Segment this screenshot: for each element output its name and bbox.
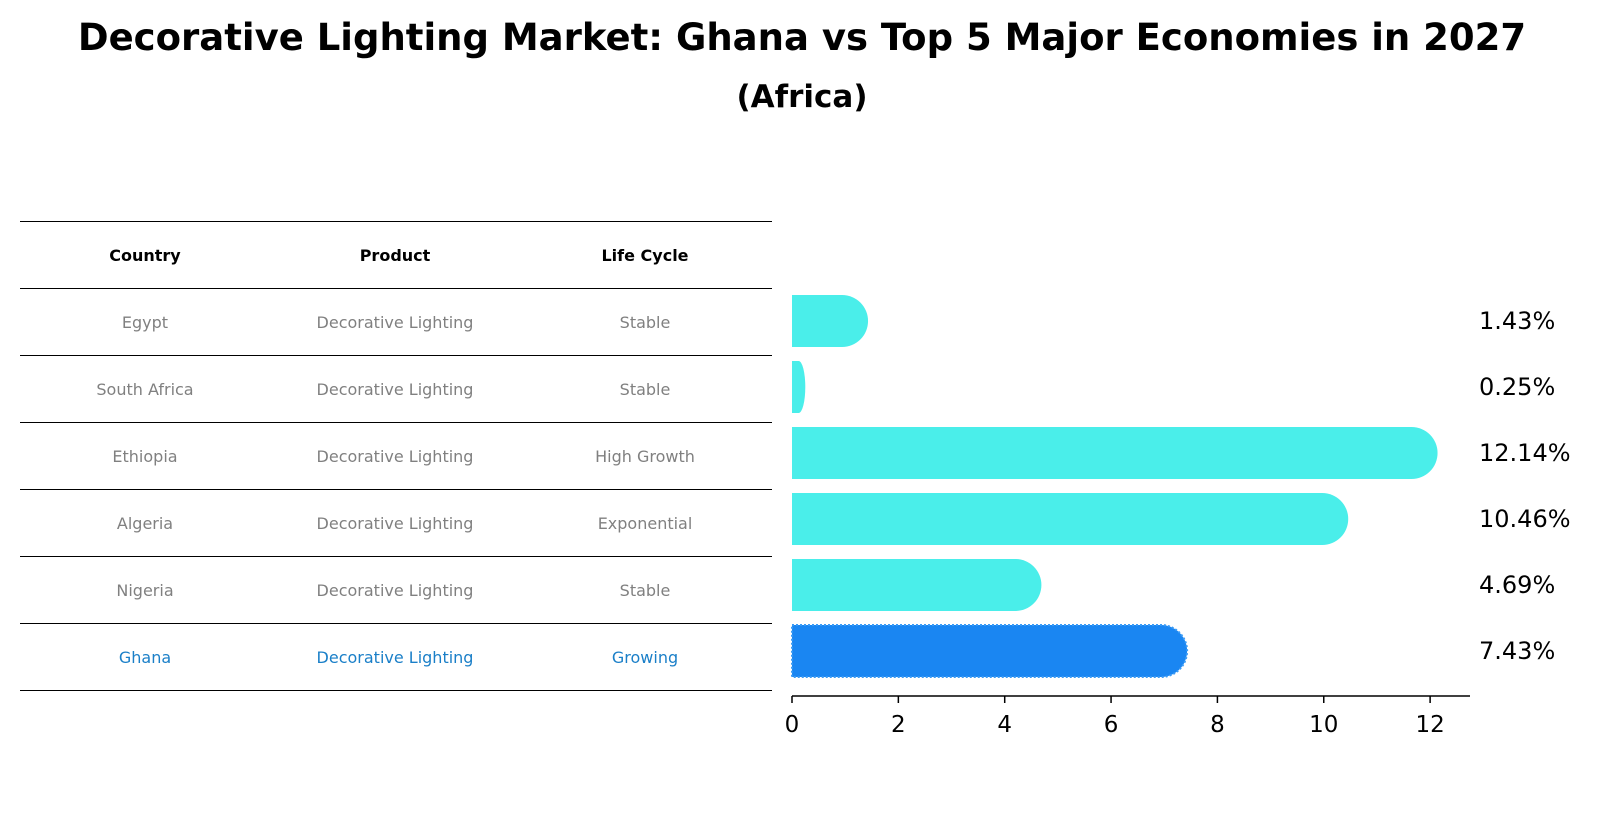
header-country: Country	[109, 245, 181, 265]
value-label: 7.43%	[1479, 637, 1555, 665]
cell-product: Decorative Lighting	[316, 580, 474, 600]
cell-product: Decorative Lighting	[316, 312, 474, 332]
cell-country: Egypt	[121, 312, 169, 332]
market-table: Country Product Life Cycle Egypt Decorat…	[20, 221, 772, 691]
value-label: 4.69%	[1479, 571, 1555, 599]
header-life-cycle: Life Cycle	[601, 245, 689, 265]
table-row: Egypt Decorative Lighting Stable	[20, 289, 772, 356]
bar-ghana	[791, 624, 1189, 678]
table-row: South Africa Decorative Lighting Stable	[20, 356, 772, 423]
bar-ethiopia	[792, 427, 1438, 479]
x-tick-label: 8	[1210, 712, 1225, 738]
value-label: 1.43%	[1479, 307, 1555, 335]
x-tick-label: 10	[1309, 712, 1338, 738]
cell-life-cycle: Stable	[619, 580, 671, 600]
value-label: 12.14%	[1479, 439, 1571, 467]
table-row: Algeria Decorative Lighting Exponential	[20, 490, 772, 557]
cell-product: Decorative Lighting	[316, 446, 474, 466]
x-tick-label: 6	[1104, 712, 1119, 738]
bar-south-africa	[792, 361, 806, 413]
x-tick-label: 2	[891, 712, 906, 738]
x-tick-label: 4	[997, 712, 1012, 738]
table-header-row: Country Product Life Cycle	[20, 222, 772, 289]
x-tick-label: 0	[785, 712, 800, 738]
value-label: 10.46%	[1479, 505, 1571, 533]
cell-country: Ethiopia	[112, 446, 178, 466]
chart-title: Decorative Lighting Market: Ghana vs Top…	[77, 16, 1527, 59]
header-product: Product	[359, 245, 431, 265]
value-label: 0.25%	[1479, 373, 1555, 401]
cell-product: Decorative Lighting	[316, 513, 474, 533]
x-tick-label: 12	[1415, 712, 1444, 738]
bar-algeria	[792, 493, 1349, 545]
cell-country: Algeria	[116, 513, 174, 533]
cell-life-cycle: Stable	[619, 379, 671, 399]
cell-life-cycle: Growing	[611, 647, 679, 667]
cell-country: Nigeria	[116, 580, 174, 600]
table-row: Ethiopia Decorative Lighting High Growth	[20, 423, 772, 490]
chart-subtitle: (Africa)	[736, 79, 868, 115]
cell-life-cycle: Exponential	[597, 513, 693, 533]
cell-life-cycle: Stable	[619, 312, 671, 332]
cell-country: South Africa	[96, 379, 194, 399]
cell-life-cycle: High Growth	[595, 446, 695, 466]
bar-nigeria	[792, 559, 1042, 611]
bar-egypt	[792, 295, 869, 347]
cell-country: Ghana	[118, 647, 172, 667]
cell-product: Decorative Lighting	[316, 379, 474, 399]
table-row: Nigeria Decorative Lighting Stable	[20, 557, 772, 624]
cell-product: Decorative Lighting	[316, 647, 474, 667]
table-row-highlight: Ghana Decorative Lighting Growing	[20, 624, 772, 691]
